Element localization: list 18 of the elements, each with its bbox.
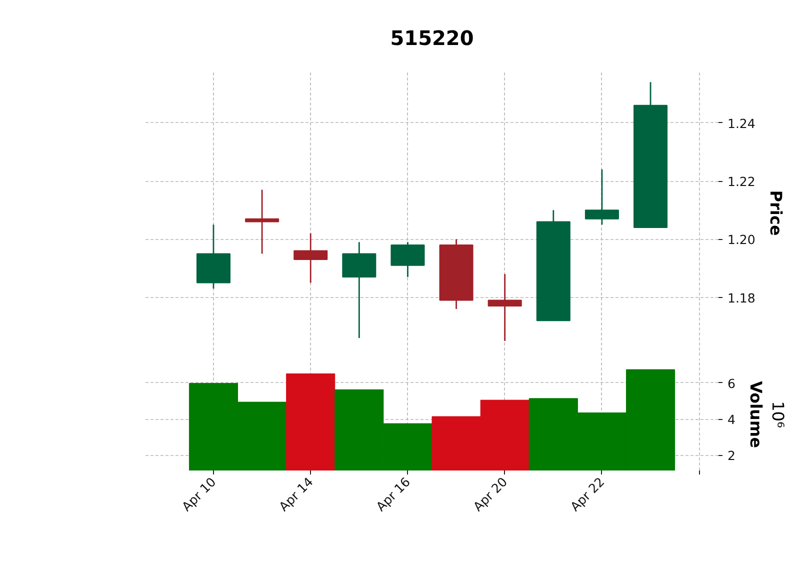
chart-title: 515220 [390,26,474,50]
candlestick [245,189,280,254]
y-tick-label: 1.22 [728,174,756,190]
y-tick-label: 1.18 [728,290,756,306]
y-tick-label: 1.20 [728,232,756,248]
text: 10⁶ [768,401,788,428]
x-tick-label: Apr 14 [276,474,316,514]
candlestick [488,273,522,342]
y-tick-label: 6 [728,376,736,391]
y-axis-title: Price [766,190,786,236]
y-tick-label: 2 [728,448,736,464]
y-tick-label: 4 [728,412,736,428]
x-tick-label: Apr 22 [567,474,608,514]
y-tick-label: 1.24 [728,116,756,131]
x-tick-label: Apr 20 [470,474,510,514]
x-tick-label: Apr 16 [373,474,414,514]
y-axis-title: Volume [746,381,766,448]
x-tick-label: Apr 10 [178,474,219,514]
